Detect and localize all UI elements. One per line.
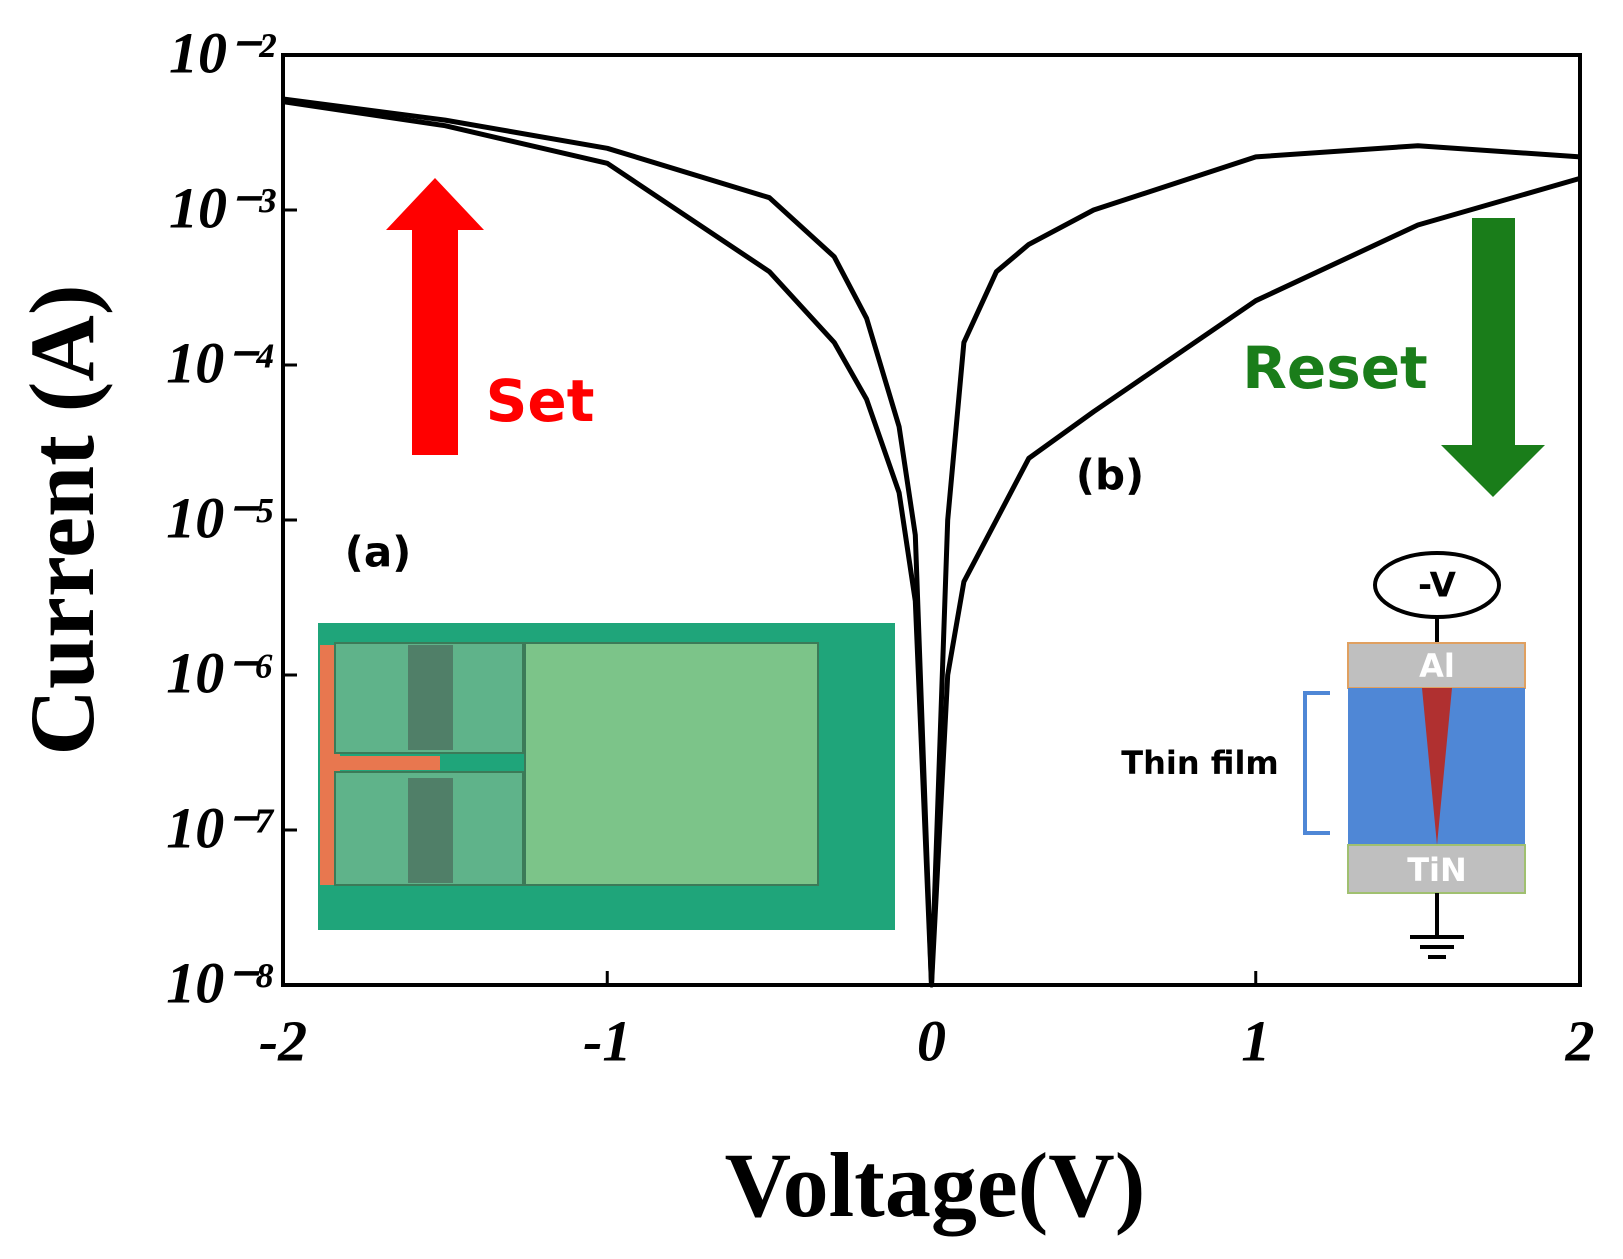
- y-tick-label: 10⁻⁸: [166, 950, 275, 1015]
- reset-arrow: [1441, 218, 1545, 497]
- data-line: [282, 99, 1581, 988]
- x-tick-label: 0: [917, 1008, 946, 1073]
- annotation: Thin film: [1121, 744, 1279, 782]
- device-photo: [318, 623, 895, 930]
- x-tick-label: -1: [583, 1008, 631, 1073]
- annotation: TiN: [1407, 851, 1467, 889]
- x-tick-label: -2: [259, 1008, 307, 1073]
- y-tick-label: 10⁻⁶: [166, 640, 275, 705]
- x-axis-label: Voltage(V): [725, 1134, 1146, 1236]
- annotation: Set: [486, 367, 595, 435]
- annotation: Al: [1419, 647, 1455, 685]
- device-diagram: [1303, 551, 1526, 959]
- annotation: -V: [1418, 566, 1457, 606]
- y-axis-label: Current (A): [11, 285, 113, 756]
- x-tick-label: 2: [1565, 1008, 1595, 1073]
- y-tick-label: 10⁻⁵: [166, 485, 275, 550]
- annotation: (a): [345, 528, 412, 577]
- y-tick-label: 10⁻⁷: [166, 795, 275, 860]
- y-tick-label: 10⁻²: [169, 20, 277, 85]
- set-arrow: [386, 178, 484, 455]
- y-tick-label: 10⁻³: [169, 175, 277, 240]
- annotation: Reset: [1242, 334, 1428, 402]
- y-tick-label: 10⁻⁴: [166, 330, 275, 395]
- x-tick-label: 1: [1241, 1008, 1270, 1073]
- annotation: (b): [1076, 451, 1144, 500]
